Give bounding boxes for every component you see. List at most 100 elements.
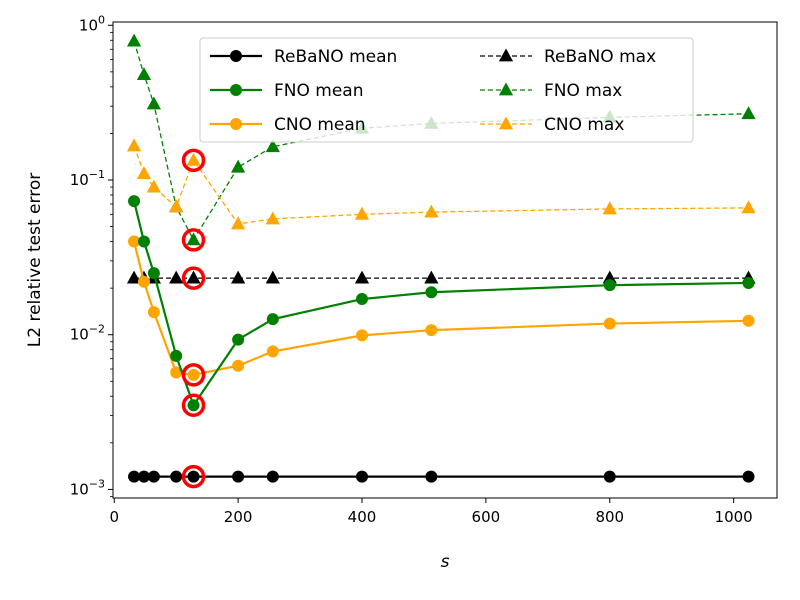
data-point (424, 270, 439, 284)
data-point (742, 314, 755, 327)
data-point (742, 470, 755, 483)
data-point (230, 216, 246, 230)
data-point (265, 211, 280, 225)
data-point (230, 159, 246, 173)
data-point (232, 359, 245, 372)
highlight-marker (181, 393, 206, 417)
data-point (187, 470, 200, 483)
legend-item-cno-mean: CNO mean (210, 115, 366, 135)
series-cno-mean (128, 235, 755, 381)
series-line-cno-mean (132, 241, 749, 376)
data-point (425, 286, 438, 299)
data-point (128, 470, 141, 483)
x-tick-label: 800 (595, 508, 624, 526)
data-point (126, 33, 142, 47)
data-point (356, 329, 368, 342)
legend-marker (230, 50, 242, 62)
legend-label: ReBaNO max (544, 47, 656, 67)
data-point (137, 235, 150, 248)
data-point (232, 470, 245, 483)
data-point (186, 152, 201, 166)
x-axis-title: s (441, 552, 450, 572)
data-point (603, 470, 616, 483)
data-point (356, 470, 368, 483)
data-point (169, 270, 184, 284)
y-tick-label: 100 (79, 13, 105, 34)
legend-label: CNO mean (274, 115, 366, 135)
data-point (147, 306, 160, 319)
data-point (169, 199, 184, 213)
legend-label: FNO max (544, 81, 622, 101)
data-point (356, 293, 368, 306)
x-tick-label: 1000 (715, 508, 753, 526)
data-point (266, 470, 279, 483)
highlight-marker (181, 228, 206, 252)
data-point (741, 106, 756, 120)
data-point (137, 470, 150, 483)
data-point (128, 195, 141, 208)
highlight-marker (181, 363, 206, 387)
x-tick-label: 200 (224, 508, 253, 526)
y-axis-title: L2 relative test error (25, 173, 45, 347)
legend-marker (498, 82, 514, 96)
data-point (187, 368, 200, 381)
data-point (136, 166, 152, 179)
series-fno-mean (128, 195, 755, 412)
y-tick-label: 10−3 (70, 477, 105, 498)
data-point (232, 333, 245, 346)
data-point (136, 67, 152, 80)
legend-item-fno-max: FNO max (480, 81, 622, 101)
data-point (126, 138, 142, 152)
data-point (146, 96, 162, 110)
legend-item-fno-mean: FNO mean (210, 81, 364, 101)
data-point (128, 235, 141, 248)
data-point (354, 206, 370, 220)
highlight-marker (181, 266, 206, 290)
data-point (424, 204, 439, 218)
data-point (126, 270, 142, 284)
legend-item-cno-max: CNO max (480, 115, 624, 135)
data-point (354, 270, 370, 284)
data-point (187, 399, 200, 412)
data-point (602, 201, 617, 215)
data-point (266, 345, 279, 358)
x-tick-label: 400 (348, 508, 377, 526)
legend: ReBaNO mean FNO mean CNO mean ReBaNO max FNO… (199, 37, 694, 143)
y-tick-label: 10−1 (70, 168, 105, 189)
legend-label: CNO max (544, 115, 624, 135)
legend-box (199, 37, 694, 143)
data-point (425, 470, 438, 483)
highlight-marker (181, 464, 206, 489)
data-point (170, 470, 183, 483)
x-axis: 0 200 400 600 800 1000 (109, 498, 753, 526)
legend-marker (230, 84, 242, 96)
y-axis: 10−3 10−2 10−1 100 (70, 13, 113, 498)
data-point (603, 279, 616, 292)
y-tick-label: 10−2 (70, 323, 105, 344)
data-point (602, 270, 617, 284)
series-line-fno-mean (132, 200, 749, 408)
data-point (170, 349, 183, 362)
data-point (186, 270, 201, 284)
highlight-marker (181, 148, 206, 173)
series-line-cno-max (133, 145, 749, 225)
data-point (147, 267, 160, 280)
x-tick-label: 0 (109, 508, 119, 526)
data-point (266, 313, 279, 326)
data-point (186, 232, 201, 246)
data-point (230, 270, 246, 284)
data-point (741, 200, 756, 214)
highlight-layer (181, 148, 206, 489)
data-point (147, 470, 160, 483)
legend-marker (230, 118, 242, 130)
plot-frame (112, 21, 778, 499)
series-cno-max (126, 138, 756, 230)
data-point (265, 139, 280, 153)
x-tick-label: 600 (472, 508, 501, 526)
data-point (170, 366, 183, 379)
legend-marker (498, 48, 514, 62)
data-point (425, 324, 438, 337)
data-point (603, 317, 616, 330)
data-point (265, 270, 280, 284)
